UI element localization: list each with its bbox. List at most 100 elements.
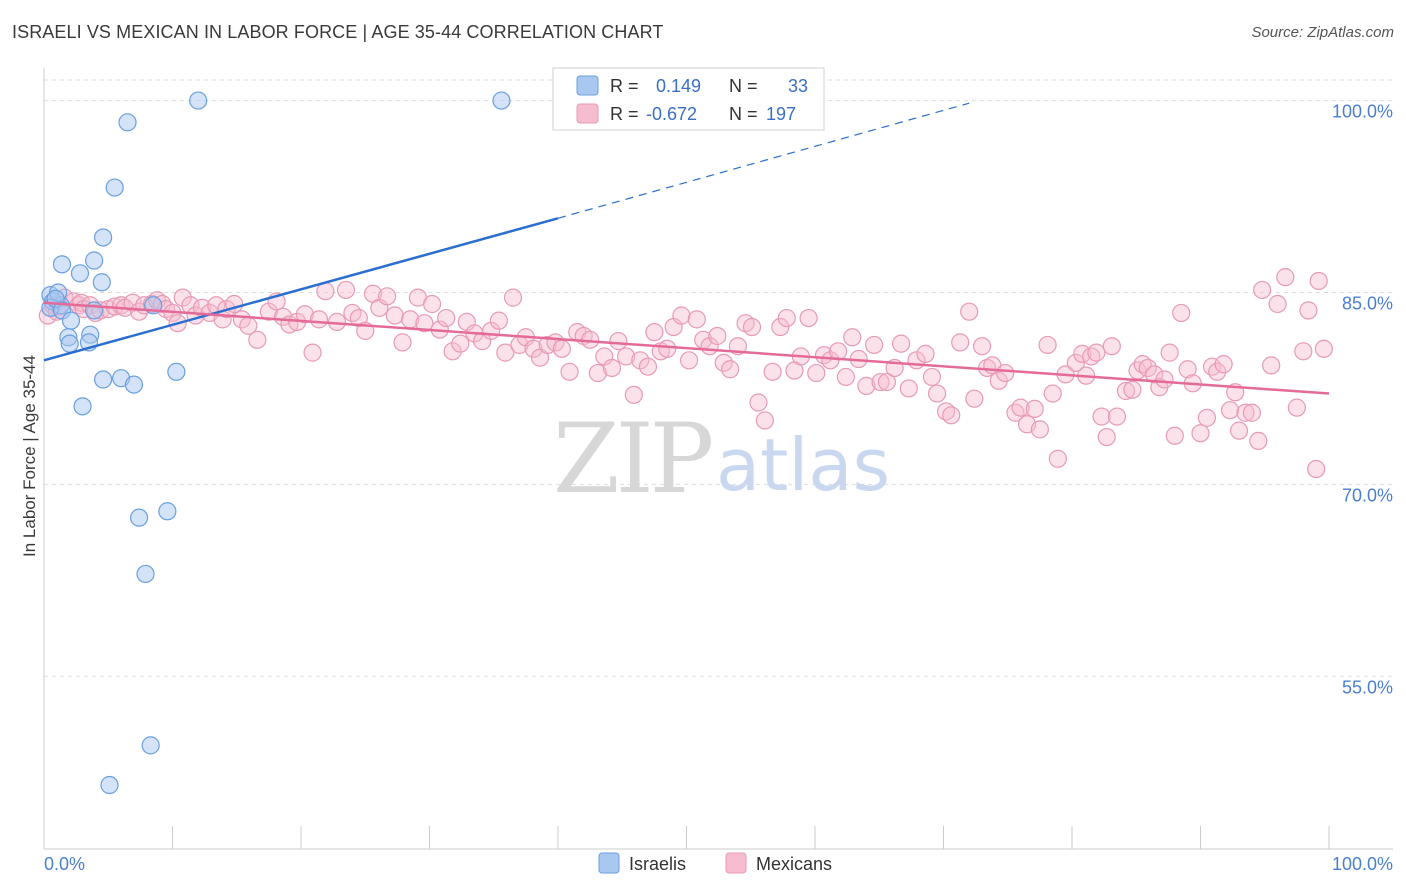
mexicans-point xyxy=(1165,426,1184,445)
israelis-point xyxy=(100,775,119,795)
mexicans-r-value: -0.672 xyxy=(646,104,697,124)
mexicans-point xyxy=(1314,339,1333,358)
israelis-point xyxy=(189,91,208,110)
mexicans-point xyxy=(927,384,947,403)
israelis-point xyxy=(70,264,90,283)
mexicans-point xyxy=(799,308,818,328)
mexicans-point xyxy=(377,287,397,306)
mexicans-point xyxy=(248,330,267,349)
mexicans-point xyxy=(524,339,543,358)
mexicans-point xyxy=(1268,294,1287,314)
mexicans-point xyxy=(1202,357,1222,376)
mexicans-point xyxy=(1249,431,1268,450)
y-tick-label: 70.0% xyxy=(1342,485,1393,505)
mexicans-point xyxy=(638,357,658,376)
x-tick-label-max: 100.0% xyxy=(1332,854,1393,874)
israelis-point xyxy=(492,91,511,110)
mexicans-point xyxy=(602,358,622,378)
mexicans-point xyxy=(1043,384,1062,403)
watermark-zip: ZIP xyxy=(553,403,712,515)
mexicans-point xyxy=(1178,360,1197,379)
mexicans-point xyxy=(916,344,935,363)
mexicans-point xyxy=(922,367,942,387)
x-tick-label-min: 0.0% xyxy=(44,854,85,874)
y-tick-labels: 55.0% 70.0% 85.0% 100.0% xyxy=(1332,102,1393,698)
mexicans-point xyxy=(645,323,664,342)
mexicans-point xyxy=(687,310,706,329)
mexicans-point xyxy=(415,314,434,333)
mexicans-point xyxy=(1299,301,1318,320)
mexicans-point xyxy=(771,317,790,337)
israelis-point xyxy=(60,334,79,353)
israelis-r-label: R = xyxy=(610,76,639,96)
mexicans-point xyxy=(996,363,1015,383)
mexicans-point xyxy=(1262,356,1281,375)
israelis-r-value: 0.149 xyxy=(656,76,701,96)
israelis-point xyxy=(136,564,155,584)
mexicans-point xyxy=(1172,303,1191,323)
mexicans-point xyxy=(1220,401,1240,420)
mexicans-point xyxy=(1236,403,1255,422)
mexicans-trend-line xyxy=(43,301,1330,395)
legend-mexicans-label: Mexicans xyxy=(756,854,832,874)
mexicans-point xyxy=(972,337,992,356)
x-tick-labels: 0.0% 100.0% xyxy=(44,854,1393,874)
mexicans-point xyxy=(857,376,876,395)
mexicans-point xyxy=(836,367,855,387)
mexicans-point xyxy=(1309,271,1328,291)
israelis-n-label: N = xyxy=(729,76,758,96)
israelis-point xyxy=(61,311,81,330)
mexicans-point xyxy=(1102,337,1121,356)
israelis-point xyxy=(167,362,186,381)
mexicans-point xyxy=(1092,407,1111,426)
mexicans-point xyxy=(763,362,782,381)
mexicans-point xyxy=(899,379,918,398)
mexicans-point xyxy=(609,332,628,351)
legend-mexicans-swatch xyxy=(725,852,747,874)
mexicans-point xyxy=(1287,398,1306,417)
israelis-points xyxy=(41,91,511,795)
mexicans-point xyxy=(1191,424,1210,443)
mexicans-point xyxy=(1116,381,1136,401)
mexicans-point xyxy=(742,317,762,337)
y-tick-label: 100.0% xyxy=(1332,102,1393,122)
mexicans-point xyxy=(385,306,404,325)
israelis-n-value: 33 xyxy=(788,76,808,96)
mexicans-point xyxy=(1097,427,1116,447)
mexicans-point xyxy=(658,339,677,358)
mexicans-n-value: 197 xyxy=(766,104,796,124)
mexicans-point xyxy=(1294,342,1313,361)
israelis-point xyxy=(94,228,113,247)
legend-israelis-label: Israelis xyxy=(629,854,686,874)
mexicans-point xyxy=(624,385,643,404)
mexicans-point xyxy=(708,326,727,346)
israelis-swatch xyxy=(576,75,599,96)
israelis-point xyxy=(94,370,113,389)
mexicans-point xyxy=(777,308,796,328)
mexicans-point xyxy=(393,333,412,352)
mexicans-point xyxy=(173,288,192,307)
israelis-point xyxy=(129,508,149,527)
mexicans-point xyxy=(891,334,911,353)
mexicans-point xyxy=(877,372,897,392)
mexicans-point xyxy=(295,305,314,324)
israelis-point xyxy=(141,736,160,755)
mexicans-point xyxy=(259,302,278,321)
israelis-point xyxy=(73,397,92,416)
israelis-point xyxy=(92,273,111,292)
mexicans-point xyxy=(336,280,356,300)
israelis-point xyxy=(85,301,104,320)
source-credit: Source: ZipAtlas.com xyxy=(1251,24,1394,41)
israelis-point xyxy=(118,113,137,132)
mexicans-point xyxy=(617,347,636,366)
mexicans-point xyxy=(807,363,826,383)
mexicans-point xyxy=(1197,408,1217,427)
mexicans-point xyxy=(1253,280,1272,300)
mexicans-point xyxy=(721,360,740,379)
mexicans-point xyxy=(1123,380,1142,399)
mexicans-point xyxy=(843,328,862,347)
mexicans-point xyxy=(309,310,329,329)
mexicans-n-label: N = xyxy=(729,104,758,124)
israelis-point xyxy=(85,251,104,270)
mexicans-point xyxy=(503,288,523,307)
